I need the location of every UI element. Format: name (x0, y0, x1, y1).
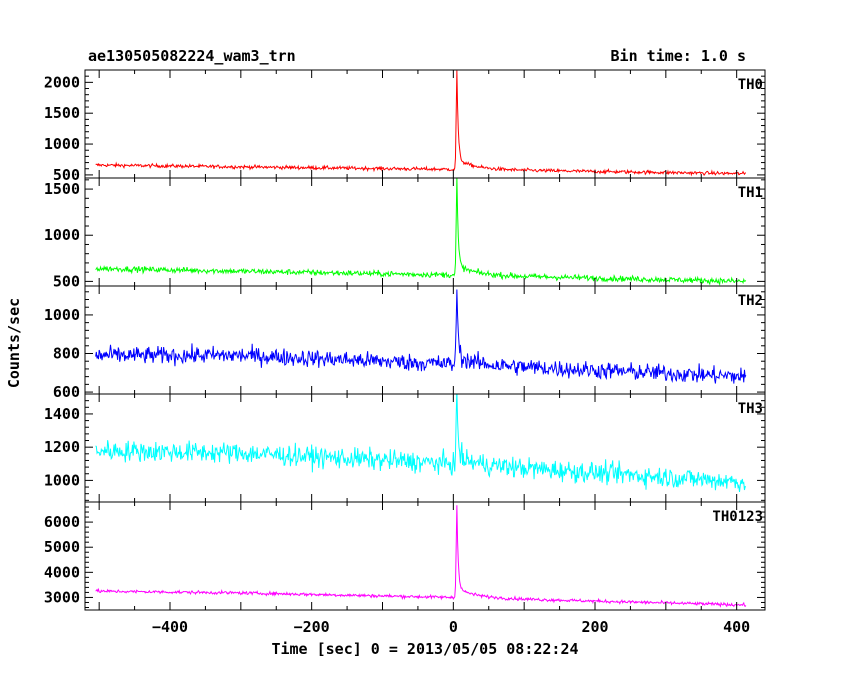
series-line-th1 (95, 178, 747, 286)
y-tick-label: 800 (53, 345, 80, 363)
chart-title: ae130505082224_wam3_trn (88, 47, 296, 65)
y-tick-label: 500 (53, 166, 80, 184)
x-axis-label: Time [sec] 0 = 2013/05/05 08:22:24 (271, 640, 578, 658)
x-tick-label: 200 (581, 618, 608, 636)
panel-frame (84, 69, 766, 179)
y-tick-label: 1500 (44, 180, 80, 198)
panel-label-th1: TH1 (738, 185, 763, 201)
y-tick-label: 1400 (44, 405, 80, 423)
y-tick-label: 600 (53, 383, 80, 401)
x-tick-label: 400 (723, 618, 750, 636)
y-axis-label: Counts/sec (5, 298, 23, 388)
panel-th3: 1000 1200 1400 TH3 (44, 393, 766, 503)
y-tick-label: 6000 (44, 513, 80, 531)
panel-frame (84, 285, 766, 395)
panel-frame (84, 501, 766, 611)
bin-time-label: Bin time: 1.0 s (611, 47, 746, 65)
panel-label-th0123: TH0123 (712, 509, 763, 525)
x-tick-label: −400 (152, 618, 188, 636)
y-tick-label: 2000 (44, 73, 80, 91)
y-tick-label: 1000 (44, 306, 80, 324)
y-tick-label: 4000 (44, 563, 80, 581)
panel-frame (84, 177, 766, 287)
y-tick-label: 1200 (44, 438, 80, 456)
y-tick-label: 1000 (44, 135, 80, 153)
panel-th0123: 3000 4000 5000 6000 TH0123 (44, 501, 766, 611)
panel-th2: 600 800 1000 TH2 (44, 285, 766, 401)
panel-th0: 500 1000 1500 2000 TH0 (44, 69, 766, 184)
x-tick-label: 0 (449, 618, 458, 636)
series-line-th3 (95, 394, 747, 492)
panel-label-th3: TH3 (738, 401, 763, 417)
series-line-th0123 (95, 505, 747, 608)
panel-th1: 500 1000 1500 TH1 (44, 177, 766, 290)
y-tick-label: 500 (53, 272, 80, 290)
y-tick-label: 3000 (44, 588, 80, 606)
y-tick-label: 1000 (44, 226, 80, 244)
series-line-th0 (95, 70, 746, 177)
panel-label-th0: TH0 (738, 77, 763, 93)
y-tick-label: 1000 (44, 471, 80, 489)
x-tick-label: −200 (294, 618, 330, 636)
series-line-th2 (95, 289, 747, 384)
y-tick-label: 1500 (44, 104, 80, 122)
panel-label-th2: TH2 (738, 293, 763, 309)
y-tick-label: 5000 (44, 538, 80, 556)
